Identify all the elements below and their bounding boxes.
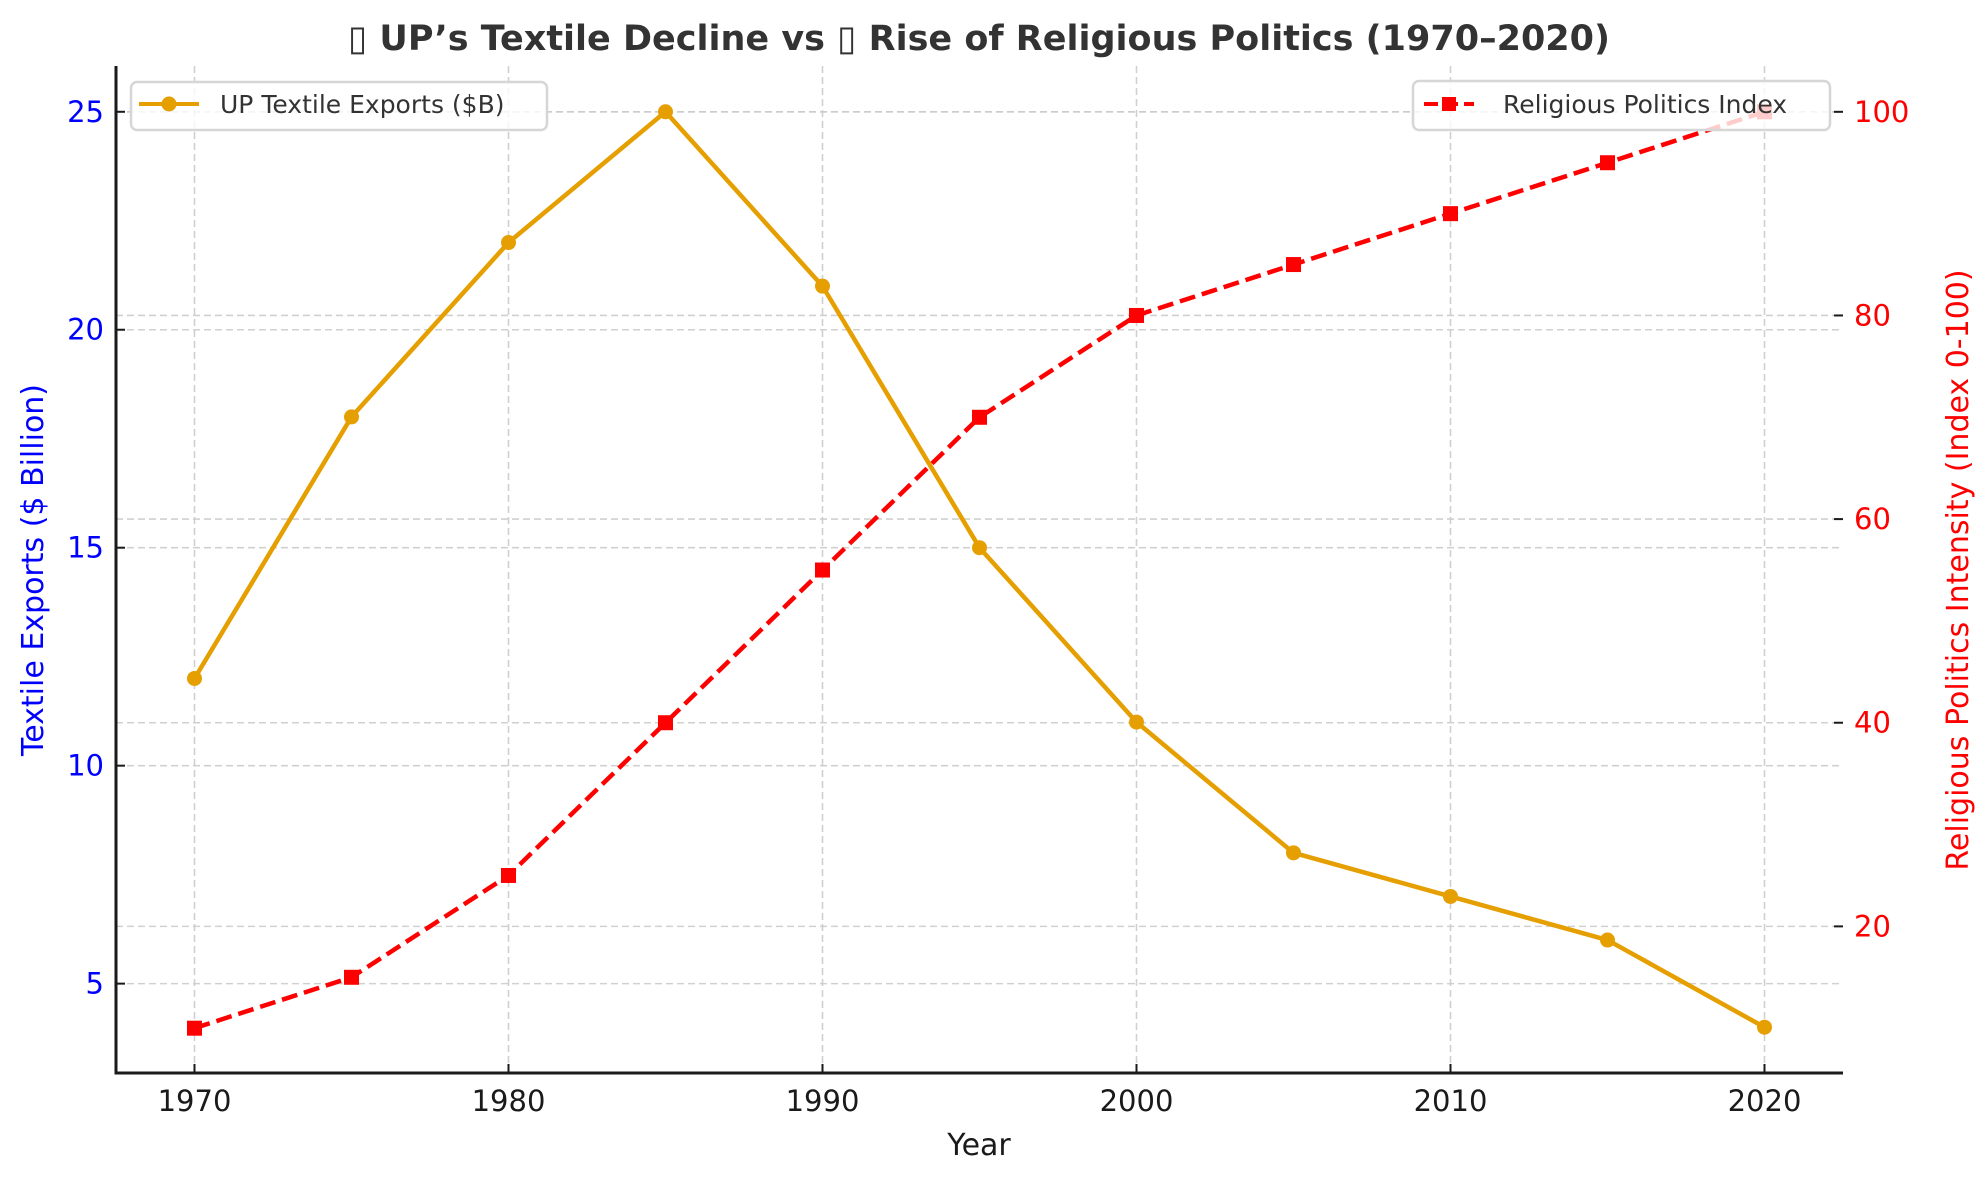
legend-label-religious: Religious Politics Index: [1503, 90, 1787, 119]
data-point-religious-1995: [972, 409, 987, 425]
grid: [116, 66, 1843, 1073]
data-point-textile-2000: [1129, 714, 1144, 730]
y-axis-right-label: Religious Politics Intensity (Index 0-10…: [1941, 269, 1976, 870]
axes: 1970 1980 1990 2000 2010 2020 5 10 15 20 25 20 40 60 8…: [67, 66, 1909, 1118]
series-line-textile-exports: [192, 109, 1766, 1030]
y-left-tick-label: 10: [67, 749, 104, 783]
legend-right: Religious Politics Index: [1411, 79, 1832, 132]
data-point-religious-1985: [658, 715, 673, 731]
y-left-tick-label: 5: [86, 967, 104, 1001]
data-point-religious-2000: [1129, 307, 1144, 323]
data-point-religious-1970: [187, 1020, 202, 1036]
data-point-religious-1990: [815, 562, 830, 578]
series-line-religious-politics: [193, 109, 1766, 1031]
data-point-religious-2005: [1286, 257, 1301, 273]
y-left-tick-label: 20: [67, 313, 104, 347]
y-right-tick-label: 60: [1854, 502, 1891, 536]
data-point-textile-2020: [1757, 1019, 1772, 1035]
data-point-textile-1975: [344, 409, 359, 425]
data-point-textile-2010: [1443, 888, 1458, 904]
data-point-textile-2005: [1286, 845, 1301, 861]
legend-label-textile: UP Textile Exports ($B): [220, 90, 504, 119]
legend-left: UP Textile Exports ($B): [129, 80, 549, 132]
series-layer: [187, 104, 1772, 1036]
data-point-textile-2015: [1600, 932, 1615, 948]
x-tick-label: 1970: [158, 1084, 232, 1118]
x-tick-label: 2010: [1414, 1084, 1488, 1118]
y-right-tick-label: 40: [1854, 706, 1891, 740]
data-point-textile-1970: [187, 670, 202, 686]
legend-marker-textile: [161, 96, 177, 112]
y-right-tick-label: 100: [1854, 95, 1909, 129]
y-left-tick-label: 15: [67, 531, 104, 565]
x-tick-label: 1990: [786, 1084, 860, 1118]
y-axis-left-label: Textile Exports ($ Billion): [16, 384, 51, 757]
data-point-religious-1980: [501, 867, 516, 883]
data-point-textile-1995: [972, 540, 987, 556]
x-tick-label: 2020: [1728, 1084, 1802, 1118]
data-point-religious-1975: [344, 969, 359, 985]
data-point-textile-1990: [815, 278, 830, 294]
legend-marker-religious: [1442, 97, 1456, 111]
data-point-religious-2015: [1600, 155, 1615, 171]
x-tick-label: 2000: [1100, 1084, 1174, 1118]
data-point-religious-2010: [1443, 206, 1458, 222]
y-right-tick-label: 80: [1854, 298, 1891, 332]
chart-title: ▯ UP’s Textile Decline vs ▯ Rise of Reli…: [348, 19, 1610, 59]
data-point-textile-1985: [658, 104, 673, 120]
y-right-tick-label: 20: [1854, 909, 1891, 943]
y-left-tick-label: 25: [67, 95, 104, 129]
x-axis-label: Year: [946, 1128, 1011, 1163]
data-point-textile-1980: [501, 235, 516, 251]
x-tick-label: 1980: [472, 1084, 546, 1118]
